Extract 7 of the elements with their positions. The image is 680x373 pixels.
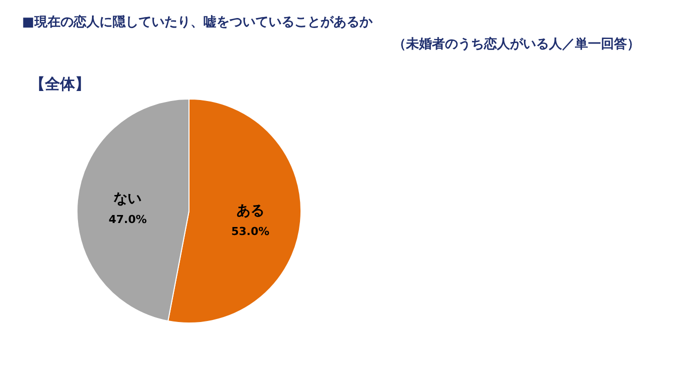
category-label: ある [236,202,264,219]
value-label: 53.0% [231,224,270,238]
subtitle: （未婚者のうち恋人がいる人／単一回答） [393,37,640,52]
annotation: 【全体】 [30,75,90,93]
title: ■現在の恋人に隠していたり、嘘をついていることがあるか [22,15,372,30]
category-label: ない [114,191,142,208]
value-label: 47.0% [108,213,147,226]
